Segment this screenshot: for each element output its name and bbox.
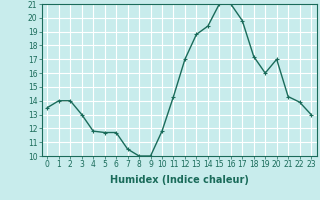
X-axis label: Humidex (Indice chaleur): Humidex (Indice chaleur) [110,175,249,185]
